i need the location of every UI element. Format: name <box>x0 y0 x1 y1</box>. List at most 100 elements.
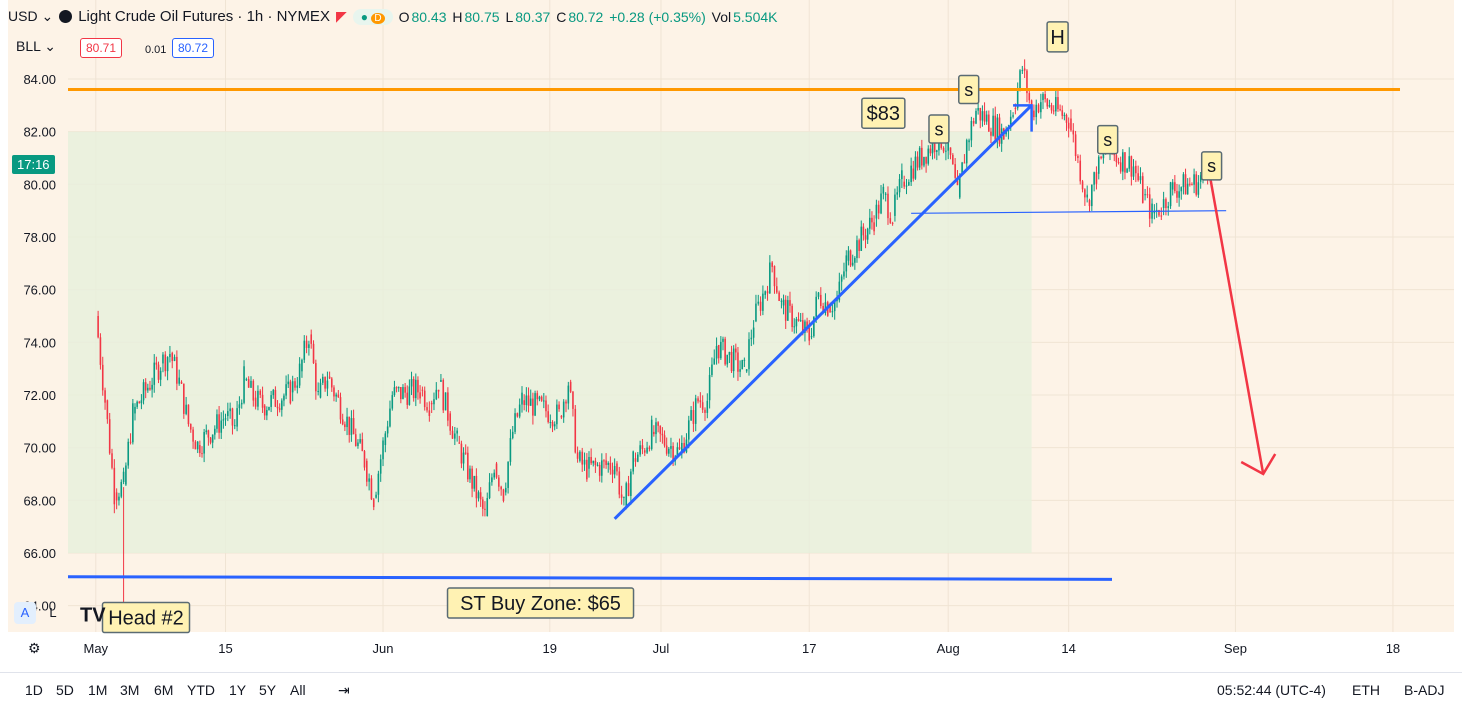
candle-body <box>1084 189 1086 198</box>
candle-body <box>348 416 351 435</box>
candle-body <box>278 408 281 410</box>
shoulder-label-box[interactable] <box>958 74 980 105</box>
candle-body <box>1174 182 1176 192</box>
candle-body <box>1165 199 1167 209</box>
candle-body <box>395 387 398 389</box>
timeframe-1d[interactable]: 1D <box>25 682 43 698</box>
bll-select[interactable]: BLL ⌄ <box>16 38 57 54</box>
currency-select[interactable]: USD ⌄ <box>8 8 54 24</box>
x-tick-label: 18 <box>1386 641 1400 656</box>
candle-body <box>931 140 934 154</box>
log-scale-button[interactable]: L <box>49 605 57 620</box>
candle-body <box>1050 105 1053 111</box>
support-label-box[interactable] <box>446 587 635 619</box>
candle-body <box>538 396 541 400</box>
candle-body <box>142 382 145 401</box>
timeframe-5y[interactable]: 5Y <box>259 682 277 698</box>
candle-body <box>663 435 666 446</box>
flag-icon[interactable]: ◤ <box>335 8 347 24</box>
candle-body <box>717 344 720 359</box>
candle-body <box>192 429 194 442</box>
candle-body <box>482 499 484 509</box>
goto-date-icon[interactable]: ⇥ <box>338 682 350 698</box>
resistance-label-box[interactable] <box>861 97 906 129</box>
candle-body <box>207 430 210 438</box>
timeframe-1y[interactable]: 1Y <box>229 682 247 698</box>
candle-body <box>201 453 203 455</box>
symbol-title[interactable]: Light Crude Oil Futures · 1h · NYMEX <box>78 8 330 25</box>
session-toggle[interactable]: ETH <box>1352 682 1380 698</box>
candle-body <box>560 416 563 418</box>
candle-body <box>386 426 389 434</box>
candle-body <box>525 395 528 406</box>
candle-body <box>272 389 275 396</box>
auto-scale-button[interactable]: A <box>14 602 36 624</box>
candle-body <box>1048 105 1051 107</box>
candle-body <box>963 162 966 164</box>
timeframe-ytd[interactable]: YTD <box>187 682 215 698</box>
candle-body <box>236 408 238 427</box>
candle-body <box>1026 70 1028 94</box>
candle-body <box>683 442 685 453</box>
timeframe-all[interactable]: All <box>290 682 306 698</box>
candle-body <box>426 407 428 411</box>
candle-body <box>901 170 903 180</box>
shoulder-label: s <box>964 80 973 100</box>
timeframe-1m[interactable]: 1M <box>88 682 108 698</box>
candle-body <box>1199 175 1202 182</box>
candle-body <box>715 346 718 359</box>
candle-body <box>289 381 292 404</box>
volume-value: 5.504K <box>733 8 778 25</box>
candle-body <box>690 410 692 421</box>
adjustment-toggle[interactable]: B-ADJ <box>1404 682 1445 698</box>
candle-body <box>728 351 731 355</box>
candle-body <box>203 432 205 454</box>
candle-body <box>648 447 651 449</box>
candle-body <box>820 294 822 306</box>
settings-gear-icon[interactable]: ⚙ <box>28 640 41 656</box>
candle-body <box>321 376 324 383</box>
buy-button[interactable]: 80.72 <box>172 38 215 58</box>
candle-body <box>209 437 212 443</box>
candle-body <box>912 168 915 179</box>
candle-body <box>992 115 994 136</box>
shoulder-label-box[interactable] <box>928 114 950 144</box>
candle-body <box>375 494 377 498</box>
candle-body <box>845 255 848 272</box>
candle-body <box>730 351 733 372</box>
uptrend-line[interactable] <box>613 104 1033 520</box>
candle-body <box>1070 118 1072 131</box>
head-label-box[interactable] <box>1046 21 1069 53</box>
candle-body <box>281 400 283 410</box>
candle-body <box>484 508 486 510</box>
head2-label-box[interactable] <box>101 601 191 634</box>
candle-body <box>759 301 762 311</box>
status-pill[interactable]: ● D <box>352 8 393 25</box>
shoulder-label-box[interactable] <box>1200 151 1223 181</box>
shoulder-label-box[interactable] <box>1097 124 1119 155</box>
candle-body <box>735 348 737 353</box>
timeframe-6m[interactable]: 6M <box>154 682 174 698</box>
clock-readout[interactable]: 05:52:44 (UTC-4) <box>1217 682 1326 698</box>
candle-body <box>643 450 646 453</box>
neckline[interactable] <box>911 210 1227 214</box>
timeframe-5d[interactable]: 5D <box>56 682 74 698</box>
candle-body <box>581 451 584 465</box>
timeframe-3m[interactable]: 3M <box>120 682 140 698</box>
support-line[interactable] <box>67 575 1113 581</box>
candle-body <box>254 397 257 407</box>
candle-body <box>611 469 614 475</box>
candle-body <box>1119 162 1122 172</box>
sell-button[interactable]: 80.71 <box>80 38 123 58</box>
projection-arrow[interactable] <box>1206 163 1265 475</box>
candle-body <box>594 460 597 466</box>
candle-body <box>231 408 234 426</box>
candle-body <box>328 376 331 379</box>
candle-body <box>609 462 612 470</box>
candle-body <box>952 154 954 165</box>
candle-body <box>925 156 927 164</box>
candle-body <box>1195 174 1198 195</box>
candle-body <box>775 286 778 293</box>
candle-body <box>851 262 854 266</box>
